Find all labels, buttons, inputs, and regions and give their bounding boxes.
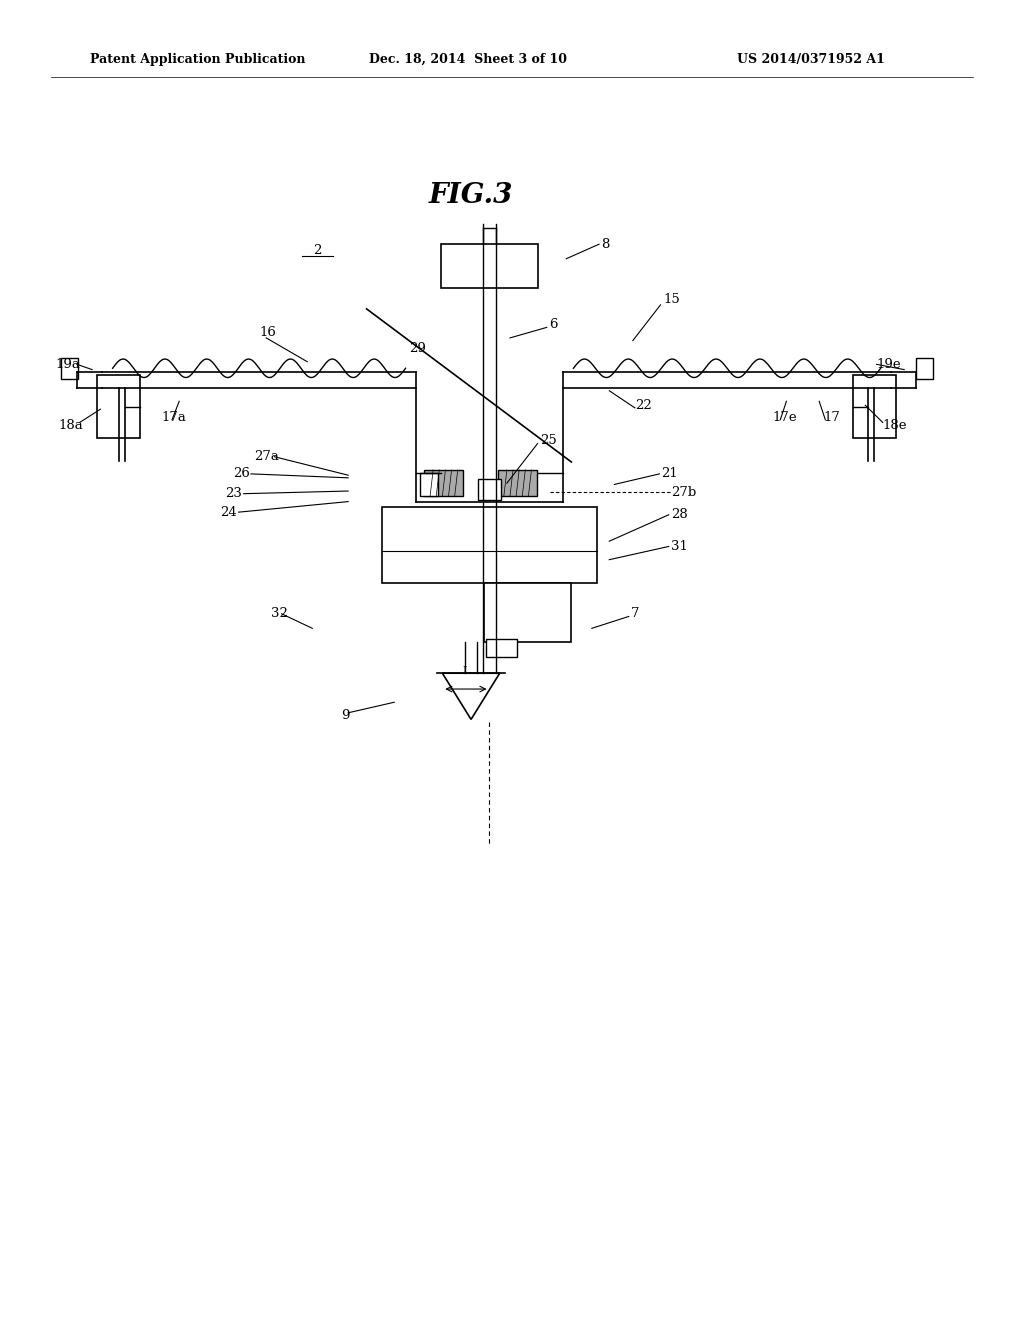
- Text: Dec. 18, 2014  Sheet 3 of 10: Dec. 18, 2014 Sheet 3 of 10: [369, 53, 566, 66]
- Text: 31: 31: [671, 540, 687, 553]
- Bar: [478, 479, 501, 500]
- Text: 28: 28: [671, 508, 687, 521]
- Bar: [916, 358, 933, 379]
- Text: FIG.3: FIG.3: [429, 182, 513, 209]
- Bar: [61, 358, 78, 379]
- Text: 6: 6: [549, 318, 557, 331]
- Text: US 2014/0371952 A1: US 2014/0371952 A1: [737, 53, 885, 66]
- Text: 18e: 18e: [883, 418, 907, 432]
- Bar: [484, 583, 571, 642]
- Text: 2: 2: [313, 244, 322, 257]
- Bar: [424, 470, 463, 496]
- Text: 18a: 18a: [58, 418, 83, 432]
- Text: 24: 24: [220, 506, 237, 519]
- Bar: [853, 375, 896, 438]
- Text: 17a: 17a: [162, 411, 186, 424]
- Text: 19a: 19a: [55, 358, 80, 371]
- Text: 17e: 17e: [772, 411, 797, 424]
- Text: Patent Application Publication: Patent Application Publication: [90, 53, 305, 66]
- Bar: [420, 473, 438, 496]
- Bar: [382, 507, 597, 583]
- Text: 17: 17: [823, 411, 840, 424]
- Bar: [440, 244, 539, 288]
- Bar: [498, 470, 537, 496]
- Text: 16: 16: [259, 326, 275, 339]
- Text: L: L: [462, 665, 470, 676]
- Bar: [97, 375, 140, 438]
- Text: 25: 25: [540, 434, 556, 447]
- Text: 19e: 19e: [877, 358, 901, 371]
- Text: 26: 26: [233, 467, 250, 480]
- Bar: [486, 639, 517, 657]
- Text: 22: 22: [635, 399, 651, 412]
- Text: 7: 7: [631, 607, 639, 620]
- Text: 27a: 27a: [254, 450, 279, 463]
- Text: 27b: 27b: [671, 486, 696, 499]
- Text: 21: 21: [662, 467, 678, 480]
- Text: 29: 29: [410, 342, 426, 355]
- Text: 9: 9: [341, 709, 349, 722]
- Text: 32: 32: [271, 607, 288, 620]
- Text: 8: 8: [601, 238, 609, 251]
- Text: 23: 23: [225, 487, 242, 500]
- Text: 15: 15: [664, 293, 680, 306]
